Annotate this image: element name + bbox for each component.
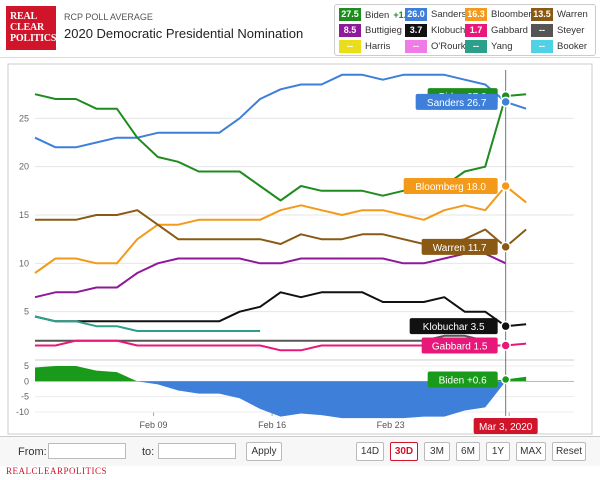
legend-item-sanders[interactable]: 26.0 Sanders	[405, 8, 466, 22]
series-line-buttigieg	[34, 252, 507, 299]
range-toolbar: From: to: Apply 14D 30D 3M 6M 1Y MAX Reset	[0, 436, 600, 466]
legend-name: Buttigieg	[365, 25, 402, 36]
logo-line-2: CLEAR	[10, 22, 45, 33]
legend-change: +1.5	[393, 10, 412, 20]
rcp-logo[interactable]: REAL CLEAR POLITICS	[6, 6, 56, 50]
apply-button[interactable]: Apply	[246, 442, 282, 461]
cursor-date-box	[473, 418, 538, 434]
legend: 27.5 Biden +1.5 26.0 Sanders 16.3 Bloomberg 13.…	[334, 4, 596, 56]
spread-end-marker	[500, 374, 511, 385]
legend-value: 8.5	[339, 24, 361, 37]
range-button-6m[interactable]: 6M	[456, 442, 480, 461]
legend-item-bloomberg[interactable]: 16.3 Bloomberg	[465, 8, 537, 22]
legend-item-klobuchar[interactable]: 3.7 Klobuchar	[405, 24, 474, 38]
legend-value: 16.3	[465, 8, 487, 21]
range-button-reset[interactable]: Reset	[552, 442, 586, 461]
logo-line-1: REAL	[10, 11, 37, 22]
logo-line-3: POLITICS	[10, 33, 57, 44]
range-button-max[interactable]: MAX	[516, 442, 546, 461]
spread-area-positive	[35, 366, 527, 382]
end-marker	[500, 180, 511, 192]
to-label: to:	[142, 446, 155, 458]
chart-subtitle: RCP POLL AVERAGE	[64, 12, 153, 22]
cursor-date-label: Mar 3, 2020	[479, 422, 533, 433]
legend-name: Biden	[365, 10, 390, 21]
legend-item-buttigieg[interactable]: 8.5 Buttigieg	[339, 24, 402, 38]
legend-value: --	[339, 40, 361, 53]
legend-value: 27.5	[339, 8, 361, 21]
y-tick-label: 25	[19, 113, 29, 123]
series-line-yang	[34, 315, 261, 332]
legend-item-booker[interactable]: -- Booker	[531, 40, 587, 54]
series-line-bloombergfull	[34, 185, 527, 274]
spread-y-tick-label: 5	[24, 361, 29, 371]
range-button-14d[interactable]: 14D	[356, 442, 384, 461]
spread-label-box	[427, 371, 498, 388]
end-label-box	[403, 178, 498, 194]
legend-value: --	[531, 40, 553, 53]
y-tick-label: 10	[19, 258, 29, 268]
range-button-3m[interactable]: 3M	[424, 442, 450, 461]
from-label: From:	[18, 446, 47, 458]
end-marker	[500, 340, 511, 351]
end-label-text: Gabbard 1.5	[432, 342, 488, 353]
legend-value: --	[465, 40, 487, 53]
legend-name: Sanders	[431, 9, 467, 20]
end-label-box	[421, 337, 498, 354]
x-tick-label: Feb 16	[258, 420, 286, 430]
spread-label-text: Biden +0.6	[439, 375, 488, 386]
legend-name: Booker	[557, 41, 588, 52]
legend-name: Harris	[365, 41, 391, 52]
series-line-sanders	[34, 73, 527, 149]
end-marker	[500, 320, 511, 332]
end-label-text: Klobuchar 3.5	[423, 322, 485, 333]
end-marker	[500, 96, 511, 108]
legend-name: O'Rourke	[431, 41, 471, 52]
legend-name: Gabbard	[491, 25, 528, 36]
chart-title: 2020 Democratic Presidential Nomination	[64, 26, 304, 41]
end-label-box	[409, 318, 498, 335]
spread-y-tick-label: 0	[24, 376, 29, 386]
legend-name: Bloomberg	[491, 9, 537, 20]
legend-item-steyer[interactable]: -- Steyer	[531, 24, 584, 38]
spread-area-negative	[35, 381, 527, 419]
y-tick-label: 5	[24, 307, 29, 317]
legend-item-biden[interactable]: 27.5 Biden +1.5	[339, 8, 411, 22]
legend-value: --	[405, 40, 427, 53]
spread-y-tick-label: -5	[21, 392, 29, 402]
legend-item-yang[interactable]: -- Yang	[465, 40, 512, 54]
legend-item-orourke[interactable]: -- O'Rourke	[405, 40, 471, 54]
end-label-box	[415, 93, 498, 110]
legend-value: 26.0	[405, 8, 427, 21]
brand-wordmark[interactable]: REALCLEARPOLITICS	[6, 466, 108, 476]
legend-value: 3.7	[405, 24, 427, 37]
end-marker	[500, 241, 511, 253]
from-date-input[interactable]	[48, 443, 126, 459]
to-date-input[interactable]	[158, 443, 236, 459]
x-tick-label: Feb 23	[377, 420, 405, 430]
end-label-text: Warren 11.7	[433, 243, 487, 254]
end-label-text: Sanders 26.7	[427, 98, 487, 109]
end-label-box	[421, 238, 498, 255]
legend-item-harris[interactable]: -- Harris	[339, 40, 390, 54]
series-line-klobuchar	[34, 291, 527, 328]
range-button-1y[interactable]: 1Y	[486, 442, 510, 461]
legend-name: Steyer	[557, 25, 585, 36]
legend-value: --	[531, 24, 553, 37]
legend-name: Warren	[557, 9, 588, 20]
range-button-30d[interactable]: 30D	[390, 442, 418, 461]
y-tick-label: 15	[19, 210, 29, 220]
end-label-text: Bloomberg 18.0	[415, 182, 486, 193]
x-tick-label: Feb 09	[140, 420, 168, 430]
legend-value: 13.5	[531, 8, 553, 21]
spread-y-tick-label: -10	[16, 407, 29, 417]
legend-name: Klobuchar	[431, 25, 474, 36]
chart-header: REAL CLEAR POLITICS RCP POLL AVERAGE 202…	[0, 0, 600, 58]
legend-value: 1.7	[465, 24, 487, 37]
legend-item-gabbard[interactable]: 1.7 Gabbard	[465, 24, 528, 38]
y-tick-label: 20	[19, 162, 29, 172]
legend-item-warren[interactable]: 13.5 Warren	[531, 8, 588, 22]
legend-name: Yang	[491, 41, 513, 52]
